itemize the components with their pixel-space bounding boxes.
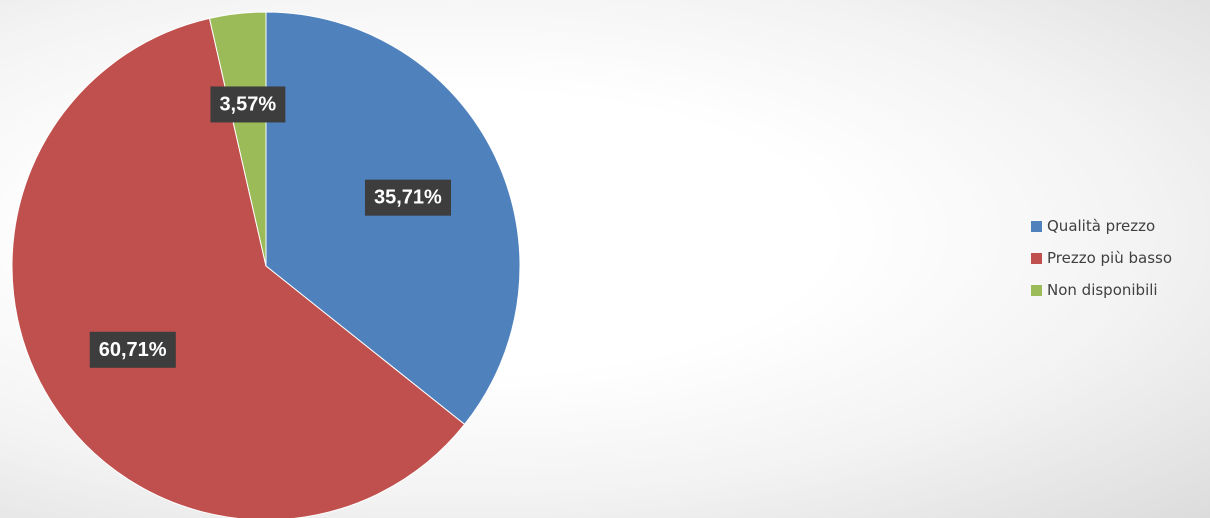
legend: Qualità prezzo Prezzo più basso Non disp… <box>1031 210 1172 306</box>
data-label-text-non-disponibili: 3,57% <box>219 93 276 115</box>
legend-item-prezzo-piu-basso: Prezzo più basso <box>1031 242 1172 274</box>
data-label-text-qualita-prezzo: 35,71% <box>374 187 442 209</box>
data-label-box-qualita-prezzo <box>364 179 452 216</box>
data-label-non-disponibili: 3,57% <box>210 86 286 123</box>
legend-item-qualita-prezzo: Qualità prezzo <box>1031 210 1172 242</box>
data-label-box-non-disponibili <box>210 86 286 123</box>
legend-swatch-prezzo-piu-basso <box>1031 252 1042 264</box>
legend-item-non-disponibili: Non disponibili <box>1031 274 1172 306</box>
legend-label-qualita-prezzo: Qualità prezzo <box>1047 217 1156 235</box>
legend-label-prezzo-piu-basso: Prezzo più basso <box>1047 249 1173 267</box>
legend-label-non-disponibili: Non disponibili <box>1047 281 1158 299</box>
pie-slice-prezzo-piu-basso <box>11 17 466 518</box>
data-label-box-prezzo-piu-basso <box>89 331 176 368</box>
pie-slice-non-disponibili <box>208 11 267 267</box>
pie-slice-qualita-prezzo <box>265 11 521 426</box>
legend-swatch-qualita-prezzo <box>1031 220 1042 232</box>
data-label-text-prezzo-piu-basso: 60,71% <box>99 339 167 361</box>
data-label-prezzo-piu-basso: 60,71% <box>89 331 176 368</box>
legend-swatch-non-disponibili <box>1031 284 1042 296</box>
data-label-qualita-prezzo: 35,71% <box>364 179 452 216</box>
